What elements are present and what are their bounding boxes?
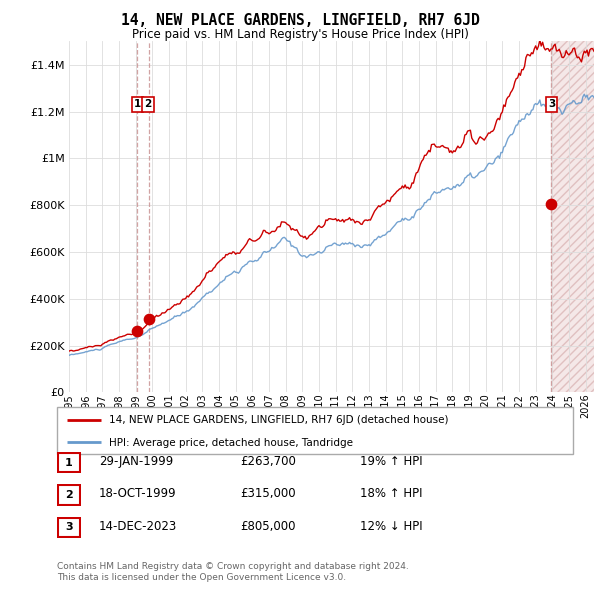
FancyBboxPatch shape bbox=[57, 407, 573, 454]
Text: 2: 2 bbox=[65, 490, 73, 500]
Point bbox=[144, 314, 154, 323]
Text: HPI: Average price, detached house, Tandridge: HPI: Average price, detached house, Tand… bbox=[109, 438, 353, 447]
Text: 18-OCT-1999: 18-OCT-1999 bbox=[99, 487, 176, 500]
Text: 14, NEW PLACE GARDENS, LINGFIELD, RH7 6JD (detached house): 14, NEW PLACE GARDENS, LINGFIELD, RH7 6J… bbox=[109, 415, 448, 425]
Text: 14-DEC-2023: 14-DEC-2023 bbox=[99, 520, 177, 533]
Text: 19% ↑ HPI: 19% ↑ HPI bbox=[360, 455, 422, 468]
Text: Price paid vs. HM Land Registry's House Price Index (HPI): Price paid vs. HM Land Registry's House … bbox=[131, 28, 469, 41]
Text: 3: 3 bbox=[65, 523, 73, 532]
Text: Contains HM Land Registry data © Crown copyright and database right 2024.: Contains HM Land Registry data © Crown c… bbox=[57, 562, 409, 571]
Text: 1: 1 bbox=[65, 458, 73, 467]
Text: 29-JAN-1999: 29-JAN-1999 bbox=[99, 455, 173, 468]
Text: £805,000: £805,000 bbox=[240, 520, 296, 533]
FancyBboxPatch shape bbox=[58, 453, 80, 472]
Text: 18% ↑ HPI: 18% ↑ HPI bbox=[360, 487, 422, 500]
Point bbox=[132, 326, 142, 335]
Bar bbox=[551, 41, 594, 392]
FancyBboxPatch shape bbox=[58, 518, 80, 537]
Text: This data is licensed under the Open Government Licence v3.0.: This data is licensed under the Open Gov… bbox=[57, 572, 346, 582]
Text: 3: 3 bbox=[548, 100, 555, 110]
Text: 12% ↓ HPI: 12% ↓ HPI bbox=[360, 520, 422, 533]
Text: 2: 2 bbox=[145, 100, 152, 110]
Text: 14, NEW PLACE GARDENS, LINGFIELD, RH7 6JD: 14, NEW PLACE GARDENS, LINGFIELD, RH7 6J… bbox=[121, 13, 479, 28]
Text: £315,000: £315,000 bbox=[240, 487, 296, 500]
FancyBboxPatch shape bbox=[58, 486, 80, 504]
Text: £263,700: £263,700 bbox=[240, 455, 296, 468]
Point bbox=[547, 199, 556, 209]
Bar bbox=[551, 41, 594, 392]
Text: 1: 1 bbox=[134, 100, 141, 110]
